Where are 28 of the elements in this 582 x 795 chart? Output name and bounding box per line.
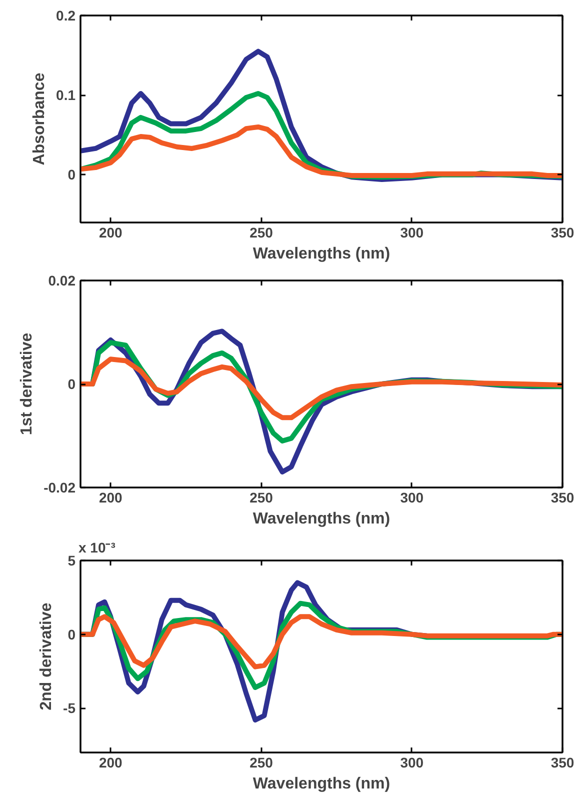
text: x 10⁻³ xyxy=(78,540,116,556)
y-axis-title: 1st derivative xyxy=(18,332,36,436)
x-tick-label: 350 xyxy=(550,754,574,770)
x-tick-label: 250 xyxy=(250,224,274,240)
y-tick-label: 0.1 xyxy=(56,87,76,104)
x-tick-label: 300 xyxy=(400,224,424,240)
x-tick-label: 300 xyxy=(400,754,424,770)
x-tick-label: 200 xyxy=(98,224,123,240)
y-tick-label: -5 xyxy=(63,700,76,716)
x-tick-label: 200 xyxy=(98,754,123,770)
y-tick-label: 0.2 xyxy=(56,8,76,24)
x-axis-title: Wavelengths (nm) xyxy=(252,510,390,528)
y-tick-label: 0 xyxy=(68,166,76,183)
y-tick-label: -0.02 xyxy=(44,480,76,496)
x-axis-title: Wavelengths (nm) xyxy=(252,246,390,262)
x-tick-label: 300 xyxy=(400,490,424,506)
y-axis-title: 2nd derivative xyxy=(38,602,56,710)
x-tick-label: 250 xyxy=(250,490,274,506)
x-tick-label: 250 xyxy=(250,754,274,770)
x-tick-label: 200 xyxy=(98,490,123,506)
y-tick-label: 5 xyxy=(68,552,76,568)
x-tick-label: 350 xyxy=(550,224,574,240)
y-tick-label: 0.02 xyxy=(48,272,76,288)
y-tick-label: 0 xyxy=(68,376,76,392)
x-tick-label: 350 xyxy=(550,490,574,506)
y-axis-title: Absorbance xyxy=(31,72,48,166)
x-axis-title: Wavelengths (nm) xyxy=(252,776,390,792)
y-tick-label: 0 xyxy=(68,626,76,642)
